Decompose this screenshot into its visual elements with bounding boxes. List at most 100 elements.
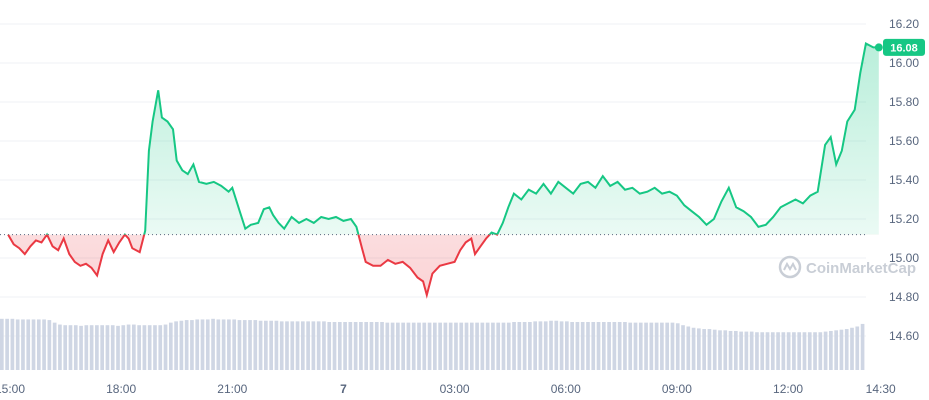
volume-bar (10, 318, 15, 370)
volume-bar (686, 326, 691, 370)
volume-bar (612, 322, 617, 370)
volume-bar (142, 325, 147, 370)
volume-bar (665, 322, 670, 370)
volume-bar (126, 324, 131, 370)
volume-bar (855, 326, 860, 370)
x-tick-label: 15:00 (0, 382, 25, 396)
volume-bar (322, 321, 326, 370)
volume-bar (15, 319, 20, 370)
volume-bar (712, 329, 717, 370)
volume-bar (411, 322, 416, 370)
volume-bar (554, 320, 559, 370)
volume-bar (205, 319, 210, 370)
volume-bar (221, 319, 226, 370)
volume-bar (533, 321, 538, 370)
volume-bar (353, 322, 358, 370)
volume-bar (132, 324, 136, 370)
volume-bar (522, 322, 527, 370)
volume-bar (575, 322, 580, 370)
grid-lines (0, 23, 866, 337)
volume-bar (480, 322, 485, 370)
x-tick-label: 06:00 (551, 382, 581, 396)
y-tick-label: 15.00 (889, 251, 919, 265)
volume-bar (601, 322, 606, 370)
volume-bar (58, 324, 62, 370)
volume-bar (570, 322, 574, 370)
last-price-badge: 16.08 (883, 38, 925, 56)
volume-bar (147, 325, 152, 370)
volume-bar (776, 332, 780, 370)
volume-bar (422, 322, 427, 370)
volume-bar (491, 322, 495, 370)
volume-bar (200, 319, 205, 370)
volume-bar (21, 319, 25, 370)
volume-bar (755, 332, 759, 370)
y-tick-label: 16.00 (889, 56, 919, 70)
volume-bar (232, 319, 237, 370)
watermark: CoinMarketCap (778, 255, 916, 279)
volume-bar (137, 325, 141, 370)
volume-bar (596, 322, 601, 370)
volume-bar (258, 320, 263, 370)
volume-bar (813, 332, 817, 370)
volume-bar (274, 320, 279, 370)
volume-bar (5, 318, 9, 370)
volume-bar (311, 321, 316, 370)
volume-bar (485, 322, 490, 370)
volume-bar (538, 321, 543, 370)
volume-bar (174, 321, 178, 370)
area-fill-below-baseline (8, 234, 490, 295)
volume-bar (464, 322, 469, 370)
volume-bar (675, 323, 680, 370)
volume-bar (443, 322, 448, 370)
volume-bar (697, 328, 701, 370)
volume-bar (797, 332, 802, 370)
volume-bar (121, 325, 126, 370)
volume-bar (73, 325, 78, 370)
volume-bar (100, 325, 105, 370)
volume-bar (829, 330, 833, 370)
area-fill-above-baseline (8, 43, 879, 235)
y-tick-label: 15.20 (889, 212, 919, 226)
volume-bar (459, 322, 464, 370)
volume-bar (691, 327, 696, 370)
y-tick-label: 14.60 (889, 329, 919, 343)
volume-bar (733, 330, 738, 370)
volume-bar (95, 325, 99, 370)
y-tick-label: 15.40 (889, 173, 919, 187)
volume-bar (469, 322, 474, 370)
x-tick-label: 14:30 (866, 382, 896, 396)
volume-bar (179, 320, 184, 370)
volume-bar (749, 331, 754, 370)
volume-bar (718, 330, 722, 370)
volume-bar (195, 319, 200, 370)
coinmarketcap-logo-icon (778, 255, 802, 279)
y-tick-label: 15.80 (889, 95, 919, 109)
last-price-label: 16.08 (890, 42, 918, 54)
volume-bar (364, 322, 369, 370)
volume-bar (818, 332, 823, 370)
volume-bar (306, 321, 310, 370)
x-axis: 15:00 18:00 21:00 7 03:00 06:00 09:00 12:00 14:3… (0, 382, 896, 396)
volume-bar (264, 320, 268, 370)
volume-bar (438, 322, 442, 370)
volume-bar (337, 322, 342, 370)
volume-bar (47, 320, 52, 370)
volume-bar (433, 322, 437, 370)
volume-bar (216, 319, 221, 370)
x-tick-label: 09:00 (662, 382, 692, 396)
volume-bar (623, 322, 627, 370)
volume-bar (586, 322, 590, 370)
volume-bar (158, 325, 163, 370)
volume-bar (168, 322, 173, 370)
y-tick-label: 15.60 (889, 134, 919, 148)
volume-bar (654, 322, 659, 370)
volume-bar (681, 325, 685, 370)
volume-bar (427, 322, 432, 370)
volume-bar (506, 322, 511, 370)
volume-bar (448, 322, 453, 370)
last-price-dot[interactable] (874, 43, 883, 52)
y-tick-label: 14.80 (889, 290, 919, 304)
volume-bar (374, 322, 379, 370)
